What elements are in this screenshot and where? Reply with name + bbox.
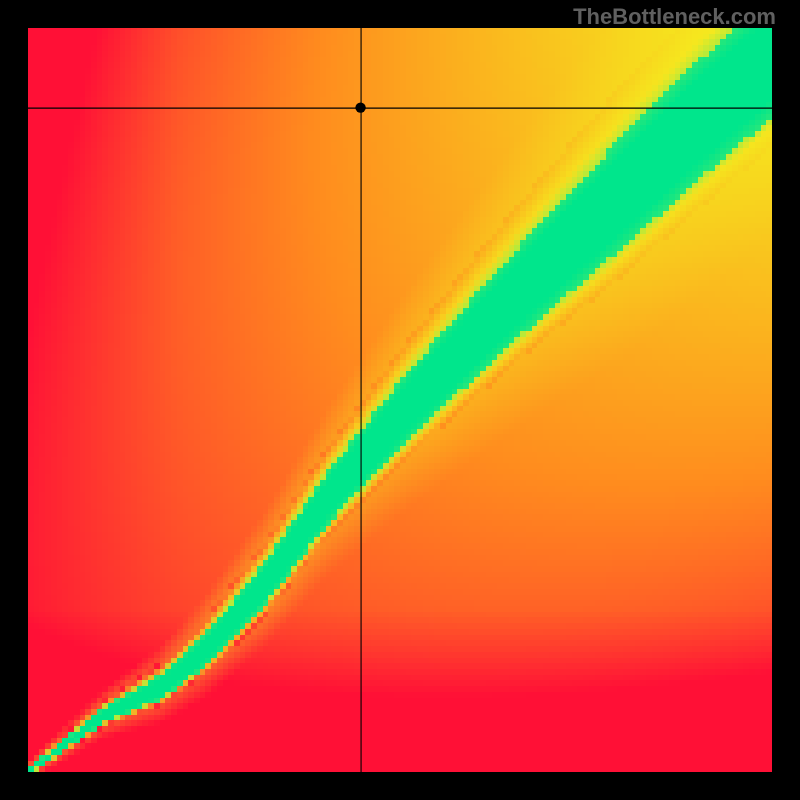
- attribution-label: TheBottleneck.com: [573, 4, 776, 30]
- heatmap-canvas: [0, 0, 800, 800]
